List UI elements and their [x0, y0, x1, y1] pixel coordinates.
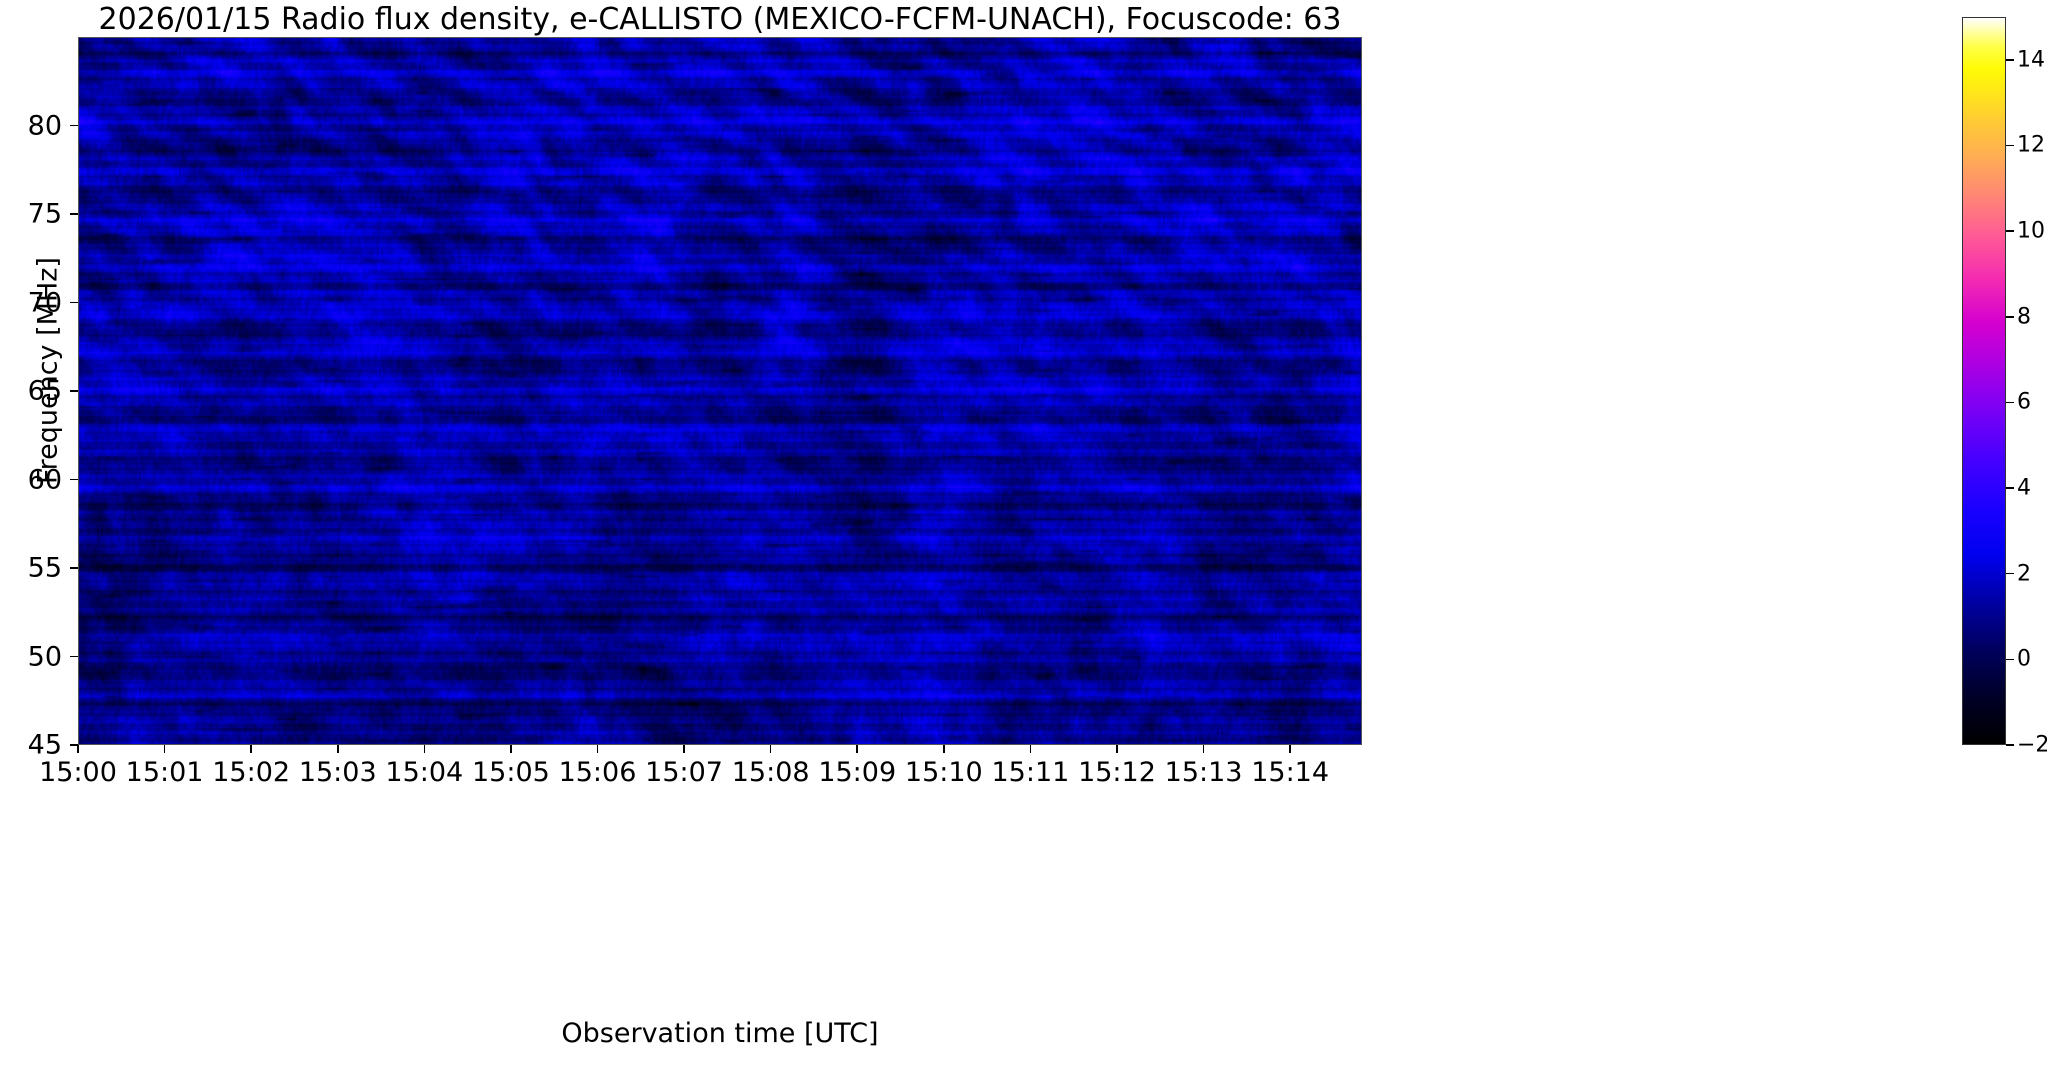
colorbar-tick-mark	[2006, 59, 2014, 61]
x-tick-label: 15:14	[1251, 757, 1330, 788]
x-tick-label: 15:02	[212, 757, 291, 788]
colorbar-tick-mark	[2006, 487, 2014, 489]
colorbar-tick-label: 4	[2017, 475, 2031, 501]
y-axis-label: Frequency [MHz]	[32, 257, 64, 484]
x-tick-mark	[596, 745, 599, 753]
y-tick-mark	[70, 567, 78, 569]
colorbar-tick-label: −2	[2017, 732, 2047, 758]
x-tick-label: 15:13	[1164, 757, 1243, 788]
x-tick-label: 15:00	[39, 757, 117, 788]
colorbar-tick-label: 6	[2017, 389, 2031, 415]
y-tick-label: 75	[27, 198, 62, 230]
x-tick-label: 15:07	[645, 757, 723, 788]
x-tick-label: 15:12	[1078, 757, 1156, 788]
x-tick-label: 15:01	[125, 757, 204, 788]
y-tick-label: 50	[27, 641, 62, 672]
colorbar[interactable]	[1962, 17, 2006, 745]
y-tick-mark	[70, 390, 78, 392]
y-tick-mark	[70, 213, 78, 215]
colorbar-tick-label: 12	[2017, 132, 2045, 158]
x-tick-label: 15:05	[472, 757, 550, 788]
colorbar-tick-label: 10	[2017, 218, 2045, 244]
y-tick-label: 65	[27, 375, 62, 407]
y-tick-mark	[70, 478, 78, 481]
x-tick-label: 15:06	[558, 757, 637, 788]
x-tick-mark	[943, 745, 945, 753]
x-tick-mark	[1202, 745, 1205, 753]
x-tick-mark	[77, 745, 79, 753]
x-tick-mark	[336, 745, 339, 753]
x-tick-mark	[510, 745, 512, 753]
y-tick-mark	[70, 655, 78, 658]
colorbar-tick-label: 14	[2017, 47, 2045, 73]
colorbar-tick-mark	[2006, 572, 2014, 575]
y-tick-label: 70	[27, 287, 62, 318]
colorbar-gradient	[1963, 18, 2005, 744]
colorbar-tick-label: 8	[2017, 304, 2031, 330]
y-tick-label: 80	[27, 110, 62, 141]
x-tick-label: 15:08	[731, 757, 810, 788]
colorbar-tick-mark	[2006, 744, 2014, 746]
spectrogram-image	[79, 38, 1361, 744]
x-tick-mark	[769, 745, 772, 753]
colorbar-tick-mark	[2006, 315, 2014, 318]
x-tick-label: 15:10	[904, 757, 983, 788]
x-tick-mark	[1029, 745, 1032, 753]
x-tick-mark	[163, 745, 166, 753]
x-tick-mark	[250, 745, 252, 753]
y-tick-mark	[70, 301, 78, 304]
colorbar-tick-label: 0	[2017, 646, 2031, 672]
spectrogram-plot-area[interactable]	[78, 37, 1362, 745]
y-tick-mark	[70, 744, 78, 746]
x-tick-label: 15:03	[298, 757, 377, 788]
colorbar-tick-label: 2	[2017, 561, 2031, 587]
x-tick-mark	[856, 745, 859, 753]
x-tick-mark	[1289, 745, 1291, 753]
y-tick-label: 60	[27, 464, 62, 495]
y-tick-label: 55	[27, 552, 62, 584]
colorbar-tick-mark	[2006, 658, 2014, 661]
x-tick-mark	[423, 745, 426, 753]
x-axis-label: Observation time [UTC]	[561, 1018, 879, 1049]
colorbar-tick-mark	[2006, 230, 2014, 232]
x-tick-label: 15:09	[818, 757, 897, 788]
colorbar-tick-mark	[2006, 401, 2014, 404]
x-tick-label: 15:04	[385, 757, 464, 788]
page-title: 2026/01/15 Radio flux density, e-CALLIST…	[98, 2, 1342, 37]
x-tick-mark	[1116, 745, 1118, 753]
x-tick-label: 15:11	[991, 757, 1070, 788]
colorbar-tick-mark	[2006, 144, 2014, 147]
x-tick-mark	[683, 745, 685, 753]
y-tick-mark	[70, 124, 78, 127]
y-tick-label: 45	[27, 729, 62, 761]
